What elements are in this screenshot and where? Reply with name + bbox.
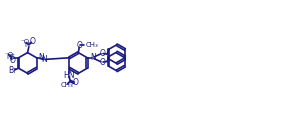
Text: CH₃: CH₃ xyxy=(60,82,73,88)
Text: N⁺: N⁺ xyxy=(25,42,34,48)
Text: O: O xyxy=(73,78,79,87)
Text: ⁻O: ⁻O xyxy=(5,52,14,58)
Text: O: O xyxy=(9,56,15,65)
Text: O: O xyxy=(30,37,36,46)
Text: N: N xyxy=(38,53,44,62)
Text: O: O xyxy=(99,58,105,67)
Text: O: O xyxy=(99,49,105,58)
Text: O: O xyxy=(76,41,82,50)
Text: N: N xyxy=(90,53,96,62)
Text: ⁻O: ⁻O xyxy=(20,38,30,45)
Text: N⁺: N⁺ xyxy=(7,54,16,60)
Text: HN: HN xyxy=(63,71,75,80)
Text: Br: Br xyxy=(8,66,16,75)
Text: N: N xyxy=(41,55,47,64)
Text: CH₃: CH₃ xyxy=(86,42,98,48)
